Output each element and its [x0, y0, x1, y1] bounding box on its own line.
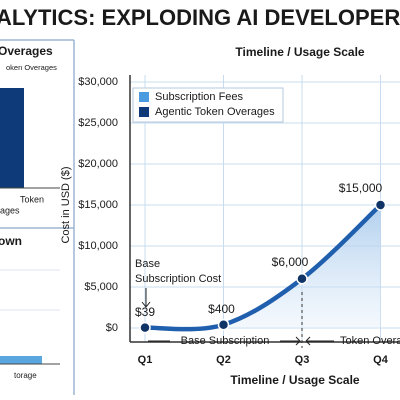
x-tick-label: Q1 [138, 354, 153, 366]
phase-label: Token Overa [340, 335, 400, 347]
x-tick-label: Q3 [295, 354, 310, 366]
legend: Subscription Fees Agentic Token Overages [132, 87, 284, 123]
panel-bar [0, 88, 24, 188]
value-label: $6,000 [272, 255, 309, 269]
phase-arrows [148, 336, 334, 346]
legend-swatch [139, 107, 149, 117]
annotation-arrow [141, 288, 151, 308]
value-label: $39 [135, 305, 155, 319]
point [139, 321, 151, 334]
legend-swatch [139, 92, 149, 102]
value-label: $15,000 [339, 181, 383, 195]
x-tick-label: Q2 [216, 354, 231, 366]
plot-area [130, 75, 400, 342]
legend-box [132, 87, 284, 123]
y-tick-label: $0 [106, 322, 118, 334]
panel-footer: torage [14, 371, 37, 380]
y-tick-label: $15,000 [78, 199, 118, 211]
point [296, 273, 308, 285]
legend-label: Agentic Token Overages [155, 106, 275, 118]
panel-section-title: own [0, 234, 22, 248]
y-tick-label: $25,000 [78, 117, 118, 129]
panel-bar-label: Token [20, 194, 44, 204]
legend-label: Subscription Fees [155, 91, 244, 103]
phase-label: Base Subscription [181, 335, 270, 347]
panel-bar-label: ages [0, 205, 20, 215]
panel-subtitle: oken Overages [6, 63, 57, 72]
panel-title: Overages [0, 44, 53, 58]
y-tick-label: $20,000 [78, 158, 118, 170]
chart-title: Timeline / Usage Scale [235, 45, 365, 59]
value-label: $400 [208, 302, 235, 316]
line [142, 202, 383, 332]
point [374, 199, 387, 211]
x-tick-label: Q4 [373, 354, 389, 366]
annotation: Subscription Cost [135, 273, 221, 285]
y-tick-label: $30,000 [78, 76, 118, 88]
point [217, 318, 230, 331]
annotation: Base [135, 258, 160, 270]
panel-bar [0, 356, 42, 364]
y-tick-label: $5,000 [84, 281, 118, 293]
x-axis-label: Timeline / Usage Scale [230, 373, 360, 387]
area [145, 205, 381, 330]
y-tick-label: $10,000 [78, 240, 118, 252]
page-title: ALYTICS: EXPLODING AI DEVELOPER CO [0, 5, 400, 30]
y-axis-label: Cost in USD ($) [60, 166, 72, 243]
